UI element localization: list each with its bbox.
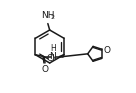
Text: N: N [49, 52, 56, 61]
Text: NH: NH [41, 11, 54, 20]
Text: 2: 2 [50, 15, 54, 20]
Text: Cl: Cl [47, 54, 56, 63]
Text: O: O [41, 65, 48, 74]
Text: O: O [104, 46, 111, 55]
Text: H: H [50, 44, 56, 53]
